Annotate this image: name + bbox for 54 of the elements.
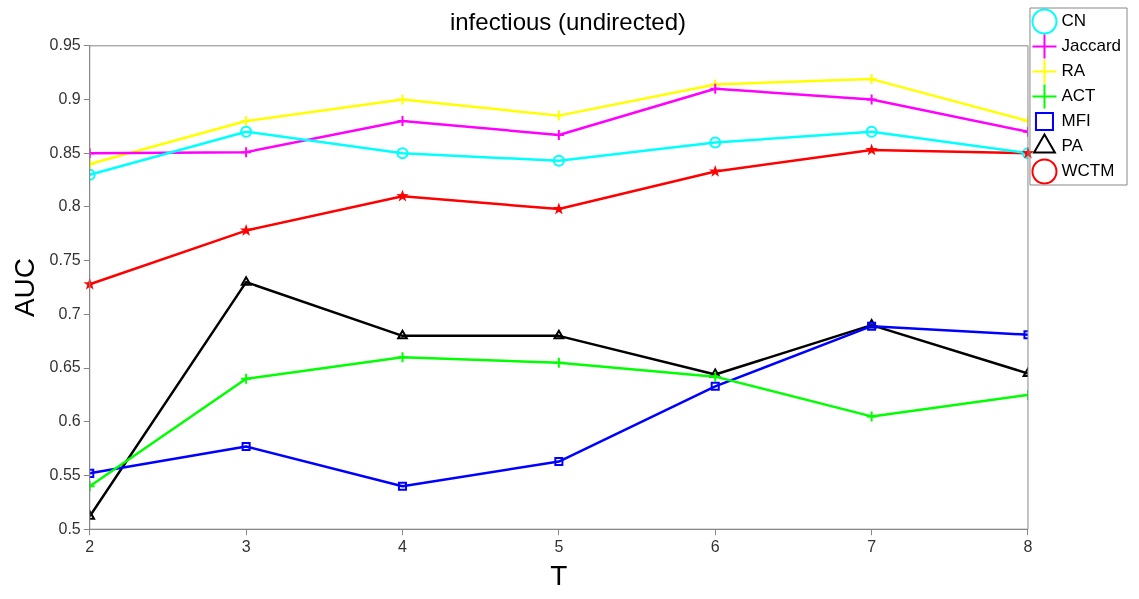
y-tick-label: 0.5 (58, 519, 81, 537)
point (865, 93, 878, 106)
point (553, 329, 565, 340)
x-tick-label: 7 (867, 538, 877, 556)
point (865, 143, 878, 156)
chart-title: infectious (undirected) (449, 8, 687, 36)
y-tick-label: 0.65 (49, 358, 81, 376)
point (397, 481, 408, 491)
legend-label: WCTM (1061, 161, 1115, 181)
legend-label: RA (1061, 61, 1086, 81)
x-tick-label: 5 (554, 538, 564, 556)
point (240, 146, 253, 159)
point (397, 329, 408, 340)
point (240, 125, 253, 138)
point (709, 370, 722, 383)
legend-label: MFI (1061, 111, 1091, 131)
legend-label: ACT (1061, 86, 1096, 106)
point (239, 224, 253, 236)
point (554, 456, 564, 467)
point (552, 109, 565, 122)
point (865, 125, 878, 138)
y-tick-label: 0.55 (49, 465, 81, 483)
x-tick-label: 6 (710, 538, 720, 556)
legend-label: CN (1061, 11, 1087, 31)
y-tick-label: 0.95 (49, 36, 81, 54)
point (240, 276, 252, 286)
legend-label: PA (1061, 136, 1084, 156)
x-tick-label: 8 (1023, 538, 1033, 556)
y-axis-title: AUC (8, 257, 40, 318)
point (396, 115, 409, 127)
y-tick-label: 0.7 (58, 304, 81, 322)
point (709, 82, 722, 95)
point (709, 136, 722, 149)
point (396, 147, 409, 160)
y-tick-label: 0.85 (49, 143, 81, 161)
y-tick-label: 0.8 (58, 197, 81, 215)
x-tick-label: 2 (85, 538, 95, 556)
x-axis-title: T (550, 559, 568, 591)
point (240, 115, 253, 127)
point (709, 164, 722, 177)
point (241, 441, 251, 452)
y-tick-label: 0.75 (49, 251, 81, 269)
y-tick-label: 0.6 (58, 412, 81, 430)
point (396, 351, 409, 364)
point (865, 410, 878, 423)
point (710, 381, 720, 391)
x-tick-label: 4 (398, 538, 408, 556)
point (396, 189, 409, 202)
legend-label: Jaccard (1061, 36, 1122, 56)
y-tick-label: 0.9 (58, 89, 81, 107)
x-tick-label: 3 (241, 538, 251, 556)
point (396, 93, 409, 106)
point (240, 372, 253, 385)
point (552, 154, 565, 167)
